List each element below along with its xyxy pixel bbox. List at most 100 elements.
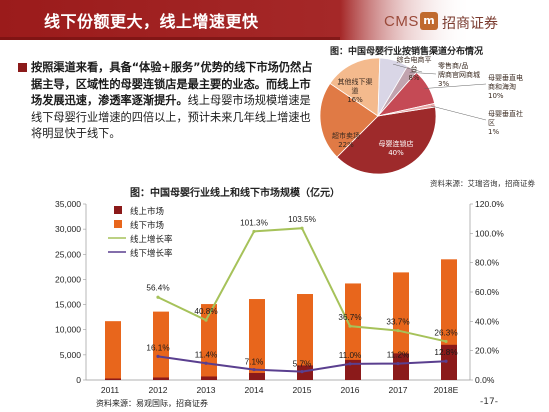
growth-data-label: 101.3% <box>240 218 268 227</box>
online-market-bar <box>393 353 409 380</box>
growth-point <box>204 318 208 322</box>
x-axis-tick-label: 2018E <box>434 385 459 395</box>
growth-data-label: 56.4% <box>146 283 169 292</box>
logo-cms-text: CMS <box>384 13 419 30</box>
growth-data-label: 36.7% <box>338 313 361 322</box>
legend-swatch <box>114 220 122 228</box>
legend-swatch <box>114 206 122 214</box>
growth-data-label: 40.8% <box>194 307 217 316</box>
pie-slice-label: 牌商官网商城 <box>438 70 480 79</box>
left-axis-tick-label: 25,000 <box>55 249 81 259</box>
growth-data-label: 12.8% <box>434 348 457 357</box>
pie-leader-line <box>393 63 423 73</box>
legend-label: 线上市场 <box>130 206 164 217</box>
growth-point <box>348 324 352 328</box>
x-axis-tick-label: 2017 <box>389 385 408 395</box>
pie-slice <box>336 106 437 175</box>
x-axis-tick-label: 2011 <box>101 385 120 395</box>
right-axis-tick-label: 60.0% <box>475 287 500 297</box>
growth-data-label: 7.1% <box>245 358 264 367</box>
right-axis-tick-label: 120.0% <box>475 199 504 209</box>
pie-leader-line <box>424 83 487 89</box>
pie-slice-label: 道 <box>352 86 359 95</box>
growth-data-label: 11.0% <box>339 351 362 360</box>
bar-line-chart: 0 5,000 10,000 15,000 20,000 25,000 30,000 35,0… <box>55 199 504 395</box>
right-axis-tick-label: 40.0% <box>475 316 500 326</box>
legend-label: 线上增长率 <box>130 234 173 245</box>
online-market-bar <box>201 376 217 380</box>
pie-slice-label: 母婴垂直电 <box>488 73 523 82</box>
left-axis-tick-label: 30,000 <box>55 224 81 234</box>
legend-label: 线下增长率 <box>130 248 173 259</box>
logo-company-name: 招商证券 <box>442 16 498 32</box>
growth-data-label: 16.1% <box>146 343 169 352</box>
title-bar <box>0 0 549 40</box>
growth-point <box>156 295 160 299</box>
offline-market-bar <box>249 299 265 380</box>
growth-data-label: 11.2% <box>387 351 410 360</box>
pie-chart-source: 资料来源：艾瑞咨询，招商证券 <box>430 179 535 188</box>
offline-market-bar <box>201 304 217 380</box>
left-axis-tick-label: 35,000 <box>55 199 81 209</box>
growth-point <box>204 361 208 365</box>
x-axis-tick-label: 2012 <box>149 385 168 395</box>
page-title: 线下份额更大，线上增速更快 <box>44 12 259 31</box>
pie-slice-label: 商和海淘 <box>488 82 516 91</box>
pie-slice-label: 区 <box>488 119 495 127</box>
bar-chart-source: 资料来源：易观国际，招商证券 <box>96 399 208 408</box>
growth-point <box>396 361 400 366</box>
growth-data-label: 26.3% <box>434 328 457 337</box>
growth-point <box>444 359 448 363</box>
offline-market-bar <box>297 294 313 380</box>
growth-point <box>348 362 352 366</box>
growth-point <box>252 367 256 372</box>
bullet-normal-text: 线上母婴市场规模增速是线下母婴行业增速的四倍以上，预计未来几年线上增速也将明显快… <box>31 94 311 141</box>
growth-data-label: 5.7% <box>293 360 312 369</box>
left-axis-tick-label: 10,000 <box>55 325 81 335</box>
growth-data-label: 33.7% <box>386 318 409 327</box>
pie-slice-label: 综合电商平 <box>397 55 432 64</box>
pie-leader-line <box>430 105 487 121</box>
pie-slice-label: 母婴连锁店 <box>379 139 414 148</box>
right-axis-tick-label: 20.0% <box>475 346 500 356</box>
pie-slice <box>329 57 381 117</box>
pie-chart-title: 图：中国母婴行业按销售渠道分布情况 <box>330 47 484 57</box>
bullet-bold-text: 按照渠道来看，具备“体验+服务”优势的线下市场仍然占据主导，区域性的母婴连锁店是… <box>31 61 313 108</box>
right-axis-tick-label: 0.0% <box>475 375 495 385</box>
pie-slice-value: 8% <box>408 74 419 82</box>
online-market-bar <box>441 344 457 380</box>
online-market-bar <box>249 372 265 380</box>
bar-chart-title: 图：中国母婴行业线上和线下市场规模（亿元） <box>130 188 340 199</box>
pie-slice-label: 台 <box>411 64 418 73</box>
pie-slice-label: 母婴垂直社 <box>488 109 523 118</box>
bullet-square-icon <box>18 63 27 72</box>
left-axis-tick-label: 0 <box>76 375 81 385</box>
growth-data-label: 11.4% <box>195 350 218 359</box>
pie-slice-value: 1% <box>488 128 499 136</box>
growth-point <box>252 229 256 234</box>
pie-slice-value: 10% <box>488 92 504 100</box>
pie-slice-value: 3% <box>438 80 449 88</box>
pie-slice-value: 40% <box>388 149 404 157</box>
pie-slice <box>319 82 379 158</box>
growth-point <box>300 226 304 230</box>
bullet-text: 按照渠道来看，具备“体验+服务”优势的线下市场仍然占据主导，区域性的母婴连锁店是… <box>31 60 317 143</box>
growth-point <box>156 354 160 358</box>
online-market-bar <box>153 377 169 380</box>
pie-slice-label: 超市卖场 <box>332 131 360 140</box>
right-axis-tick-label: 100.0% <box>475 228 504 238</box>
x-axis-tick-label: 2015 <box>293 385 312 395</box>
growth-point <box>444 339 448 344</box>
pie-leader-line <box>409 72 437 75</box>
growth-point <box>300 370 304 374</box>
offline-market-bar <box>105 321 121 380</box>
offline-market-bar <box>393 272 409 380</box>
legend-label: 线下市场 <box>130 220 164 231</box>
growth-point <box>396 328 400 333</box>
offline-market-bar <box>153 311 169 380</box>
x-axis-tick-label: 2014 <box>245 385 264 395</box>
left-axis-tick-label: 5,000 <box>60 350 82 360</box>
pie-slice-value: 16% <box>347 96 363 104</box>
page-number: -17- <box>480 397 498 407</box>
